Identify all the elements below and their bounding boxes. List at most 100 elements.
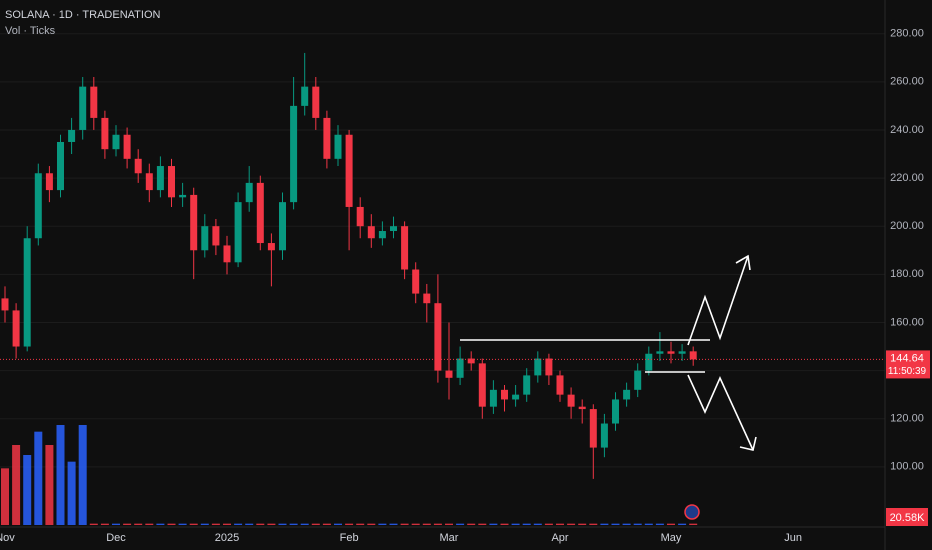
volume-bar (134, 523, 143, 525)
candle-body (390, 226, 397, 232)
candle-body (245, 182, 253, 203)
volume-bar (578, 523, 587, 525)
volume-bar (622, 523, 631, 525)
y-tick-label: 120.00 (890, 413, 924, 425)
candle-body (345, 134, 353, 207)
countdown-label: 11:50:39 (888, 366, 927, 377)
volume-bar (489, 523, 498, 525)
x-tick-label: Nov (0, 532, 15, 544)
volume-bar (56, 425, 65, 525)
candle-body (290, 105, 298, 203)
down-arrow-head (739, 436, 757, 451)
volume-bar (511, 523, 520, 525)
candle-body (57, 141, 64, 191)
y-tick-label: 160.00 (890, 316, 924, 328)
event-icon[interactable] (684, 504, 700, 520)
candle-body (478, 363, 486, 407)
candle-body (523, 375, 531, 395)
volume-badge (886, 508, 928, 526)
candle-body (367, 226, 375, 239)
candle-body (256, 182, 264, 244)
volume-bar (34, 431, 43, 525)
candle-body (301, 86, 309, 106)
volume-bar (300, 523, 309, 525)
volume-bar (500, 523, 509, 525)
volume-bar (45, 445, 54, 525)
candle-body (90, 86, 98, 118)
volume-bar (89, 523, 98, 525)
up-arrow (687, 255, 749, 346)
candle-body (678, 351, 686, 354)
candle-body (45, 173, 53, 191)
volume-bar (289, 523, 298, 525)
candle-body (212, 226, 220, 246)
candle-body (689, 351, 697, 360)
volume-bar (156, 523, 165, 525)
volume-bar (522, 523, 531, 525)
candle-body (489, 389, 497, 407)
candle-body (434, 303, 442, 371)
candle-body (401, 226, 409, 270)
candle-body (223, 245, 231, 263)
volume-bar (167, 523, 176, 525)
volume-bar (467, 523, 476, 525)
candle-body (267, 243, 275, 251)
volume-bar (389, 523, 398, 525)
volume-bar (655, 523, 664, 525)
volume-bar (245, 523, 254, 525)
volume-bar (378, 523, 387, 525)
axis-labels: 100.00120.00140.00160.00180.00200.00220.… (0, 28, 930, 544)
candle-body (23, 238, 31, 347)
candle-body (190, 194, 198, 251)
volume-bar (78, 425, 87, 525)
volume-bar (644, 523, 653, 525)
volume-bar (367, 523, 376, 525)
candle-body (334, 134, 342, 159)
candle-body (68, 129, 76, 142)
candle-body (123, 134, 131, 159)
volume-bar (567, 523, 576, 525)
x-tick-label: Apr (551, 532, 568, 544)
x-tick-label: May (661, 532, 682, 544)
candle-body (667, 351, 675, 354)
volume-bar (311, 523, 320, 525)
up-arrow-head (735, 254, 751, 271)
candle-body (612, 399, 619, 424)
volume-bar (67, 461, 76, 525)
volume-bar (611, 523, 620, 525)
candle-body (456, 358, 464, 378)
x-tick-label: 2025 (215, 532, 239, 544)
volume-bar (678, 523, 687, 525)
volume-bar (178, 523, 187, 525)
volume-bar (278, 523, 287, 525)
candle-body (656, 351, 664, 354)
volume-bar (200, 523, 209, 525)
chart-title: SOLANA · 1D · TRADENATION (5, 9, 161, 21)
volume-bar (145, 523, 154, 525)
volume-bar (445, 523, 453, 525)
volume-bar (234, 523, 243, 525)
candle-body (412, 269, 420, 294)
candle-body (534, 358, 542, 376)
y-tick-label: 100.00 (890, 461, 924, 473)
y-tick-label: 260.00 (890, 76, 924, 88)
candle-body (378, 231, 386, 239)
candle-body (545, 358, 553, 376)
volume-bar (267, 523, 276, 525)
volume-bar (533, 523, 542, 525)
volume-bar (345, 523, 354, 525)
candle-body (600, 423, 608, 448)
price-badge (886, 350, 930, 379)
y-tick-label: 200.00 (890, 220, 924, 232)
volume-bar (544, 523, 553, 525)
candle-body (589, 409, 597, 448)
volume-bar (589, 523, 598, 525)
volume-bar (1, 468, 9, 525)
candle-body (467, 358, 475, 364)
candle-body (145, 173, 153, 191)
volume-bar (223, 523, 231, 525)
y-tick-label: 240.00 (890, 124, 924, 136)
